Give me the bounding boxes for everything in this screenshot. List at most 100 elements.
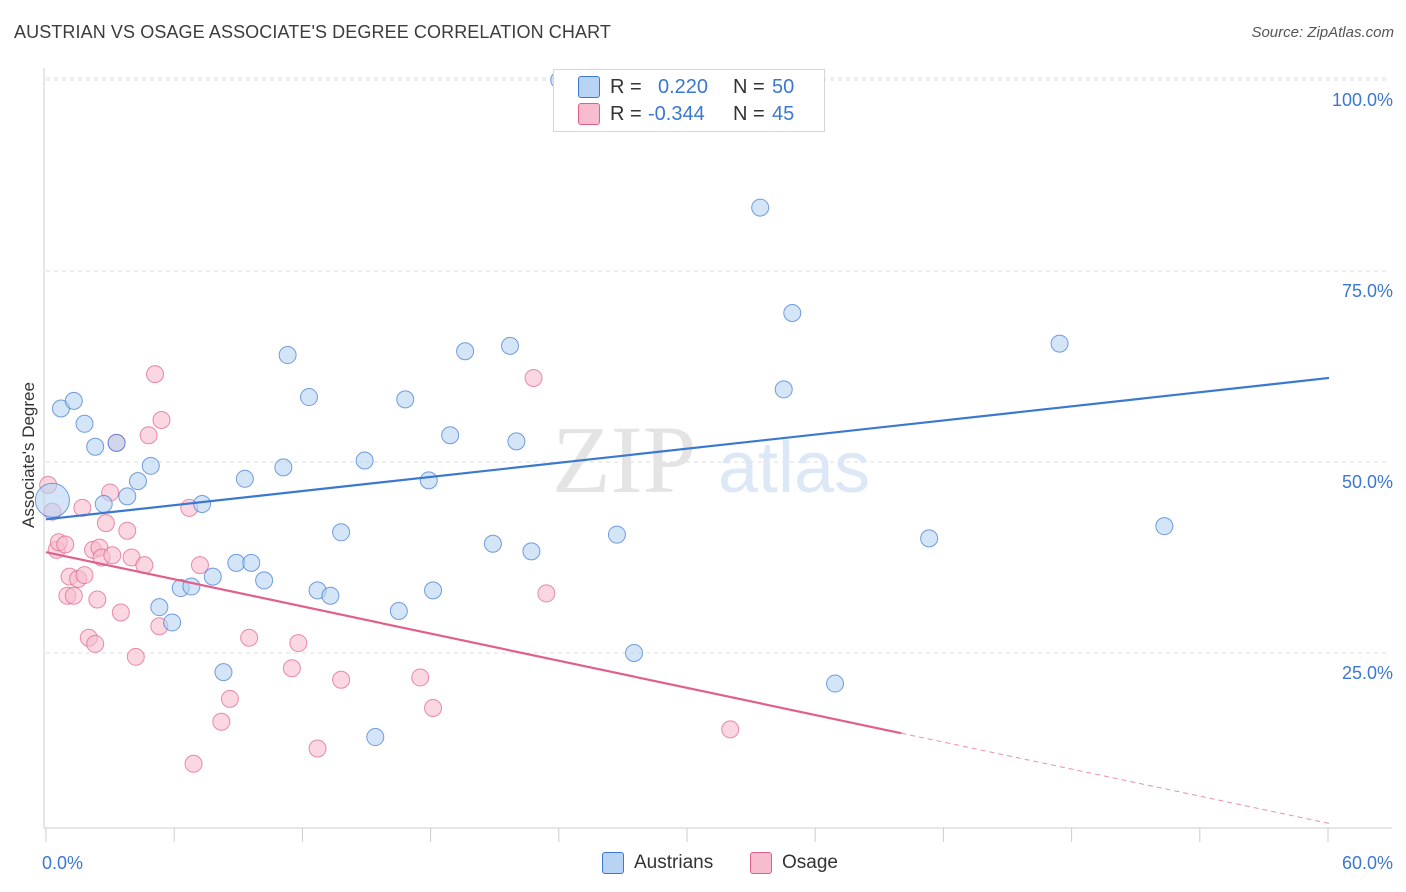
osage-point [111, 603, 130, 622]
osage-point [184, 754, 203, 773]
chart-title: AUSTRIAN VS OSAGE ASSOCIATE'S DEGREE COR… [14, 22, 611, 42]
austrian-point [227, 553, 246, 572]
osage-point [220, 689, 239, 708]
osage-point [118, 521, 137, 540]
austrian-point [193, 495, 212, 514]
osage-point [721, 720, 740, 739]
austrian-point [75, 414, 94, 433]
osage-point [537, 584, 556, 603]
austrian-point [255, 571, 274, 590]
austrian-point [203, 567, 222, 586]
austrian-point [920, 529, 939, 548]
austrian-point [419, 471, 438, 490]
osage-point [524, 368, 543, 387]
axis-labels: 25.0% 50.0% 75.0% 100.0% 0.0% 60.0% Associate'… [19, 90, 1393, 873]
austrian-point [424, 581, 443, 600]
watermark: ZIP atlas [552, 406, 870, 513]
osage-point [139, 426, 158, 445]
y-axis-label: Associate's Degree [19, 382, 38, 528]
x-tick-label-max: 60.0% [1342, 853, 1393, 873]
austrian-point [300, 388, 319, 407]
austrian-point [86, 437, 105, 456]
austrian-point [774, 380, 793, 399]
austrian-point [163, 613, 182, 632]
austrian-point [355, 451, 374, 470]
austrian-point [34, 482, 70, 518]
austrian-point [278, 346, 297, 365]
austrian-point [507, 432, 526, 451]
y-tick-label: 100.0% [1332, 90, 1393, 110]
legend-r-label: R = [610, 102, 642, 125]
austrian-point [501, 336, 520, 355]
austrian-point [141, 456, 160, 475]
austrian-point [150, 598, 169, 617]
osage-trend-line [45, 551, 902, 735]
legend-n-label: N = [733, 75, 765, 98]
osage-point [190, 556, 209, 575]
osage-point [86, 634, 105, 653]
austrian-point [783, 304, 802, 323]
y-tick-label: 50.0% [1342, 472, 1393, 492]
austrian-point [826, 674, 845, 693]
austrian-point [94, 495, 113, 514]
osage-point [75, 566, 94, 585]
series-legend: Austrians Osage [0, 852, 1406, 878]
austrian-point [1155, 517, 1174, 536]
legend-r-value: -0.344 [648, 102, 705, 125]
axes [43, 68, 1392, 842]
osage-point [212, 712, 231, 731]
austrian-point [128, 472, 147, 491]
austrian-point [242, 553, 261, 572]
legend-swatch-osage [750, 852, 772, 874]
legend-n-value: 50 [772, 75, 795, 98]
legend-swatch-austrians [578, 76, 600, 98]
osage-point [332, 670, 351, 689]
austrian-point [274, 458, 293, 477]
osage-point [103, 546, 122, 565]
austrian-point [441, 426, 460, 445]
osage-point [64, 586, 83, 605]
austrian-point [483, 534, 502, 553]
osage-point [411, 668, 430, 687]
legend-item-austrians[interactable]: Austrians [602, 852, 713, 874]
austrian-points [34, 71, 1174, 747]
austrian-point [118, 487, 137, 506]
x-tick-label-min: 0.0% [42, 853, 83, 873]
legend-item-osage[interactable]: Osage [750, 852, 838, 874]
watermark-zip: ZIP [552, 406, 696, 513]
austrian-point [607, 525, 626, 544]
legend-n-label: N = [733, 102, 765, 125]
legend-label-osage: Osage [782, 852, 838, 873]
osage-point [96, 514, 115, 533]
osage-point [424, 699, 443, 718]
legend-r-value: 0.220 [658, 75, 709, 98]
legend-swatch-austrians [602, 852, 624, 874]
y-tick-label: 25.0% [1342, 663, 1393, 683]
austrian-point [751, 198, 770, 217]
stats-legend: R = 0.220 N = 50 R = -0.344 N = 45 [553, 69, 825, 132]
osage-point [240, 628, 259, 647]
austrian-point [1050, 334, 1069, 353]
austrian-point [625, 644, 644, 662]
austrian-point [235, 469, 254, 488]
legend-label-austrians: Austrians [634, 852, 714, 873]
osage-point [308, 739, 327, 758]
osage-trend-extension [901, 732, 1330, 824]
osage-point [126, 647, 145, 666]
austrians-trend-line [45, 376, 1330, 521]
osage-point [289, 634, 308, 653]
legend-swatch-osage [578, 103, 600, 125]
austrian-point [389, 601, 408, 620]
osage-point [146, 365, 165, 384]
austrian-point [214, 663, 233, 682]
osage-point [282, 659, 301, 678]
austrian-point [321, 586, 340, 605]
watermark-atlas: atlas [718, 428, 870, 508]
austrian-point [522, 542, 541, 561]
osage-point [152, 410, 171, 429]
austrian-point [396, 390, 415, 409]
austrian-point [332, 523, 351, 542]
trend-lines [45, 376, 1330, 824]
austrian-point [366, 728, 385, 747]
